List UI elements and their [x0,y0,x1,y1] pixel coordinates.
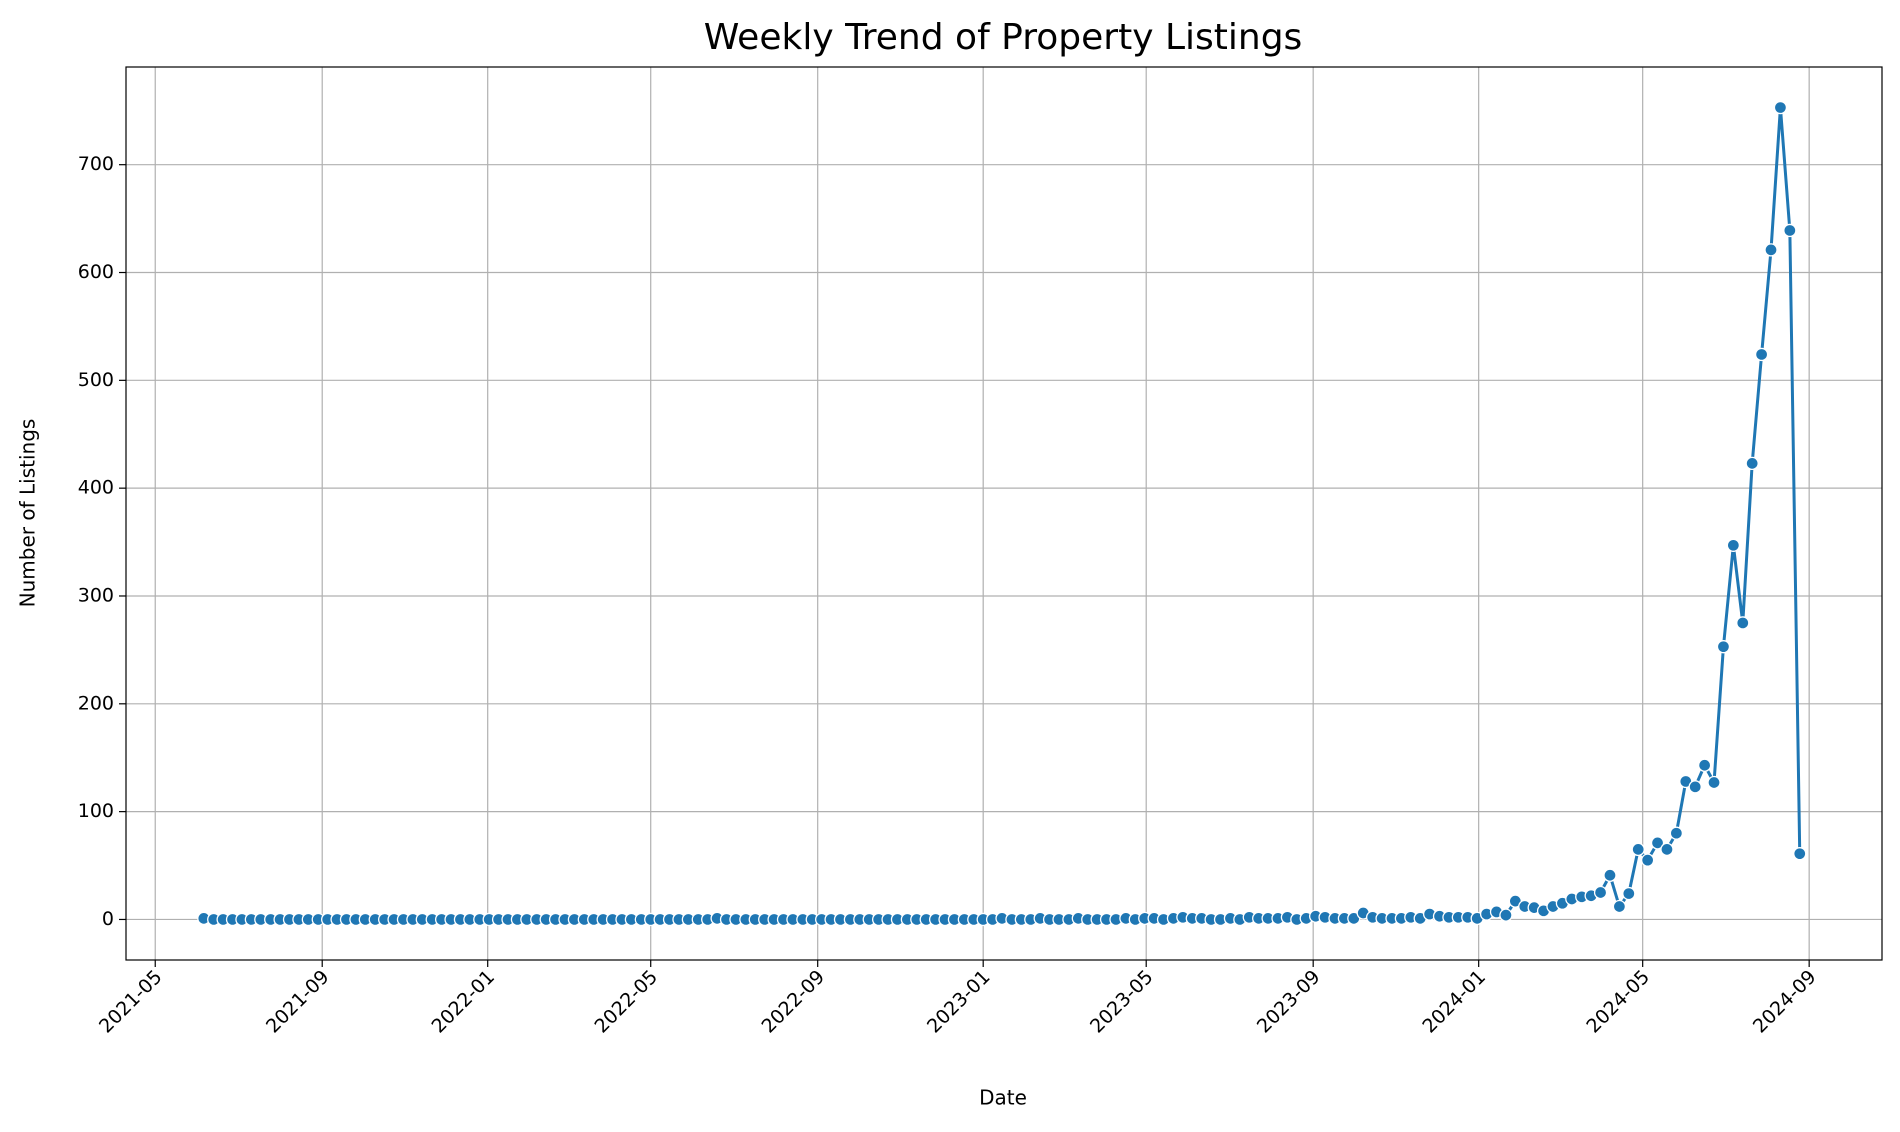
marker [1660,842,1674,857]
y-tick-label: 700 [78,153,114,175]
y-tick-label: 600 [78,261,114,283]
marker [1622,886,1636,901]
x-tick-label: 2024-05 [1582,966,1654,1038]
marker [1736,616,1750,630]
y-tick-label: 300 [78,584,114,606]
marker [1669,826,1684,840]
marker [1707,775,1721,790]
plot-frame [125,66,1883,961]
marker [1726,538,1741,552]
marker [1603,868,1617,882]
marker [1640,853,1655,867]
marker [1745,456,1759,471]
x-tick-label: 2021-05 [95,966,167,1038]
x-tick-label: 2023-09 [1253,966,1325,1038]
x-tick-label: 2023-05 [1086,966,1158,1038]
x-tick-label: 2021-09 [262,966,334,1038]
marker [1499,908,1513,922]
marker [1716,640,1731,654]
y-tick-label: 0 [102,908,114,930]
marker [1650,836,1665,850]
marker [1631,842,1645,857]
y-tick-label: 200 [78,692,114,714]
x-tick-label: 2022-01 [427,966,499,1038]
y-tick-label: 100 [78,800,114,822]
x-tick-label: 2022-05 [590,966,662,1038]
x-tick-label: 2022-09 [757,966,829,1038]
chart-title: Weekly Trend of Property Listings [704,17,1303,58]
y-axis-label: Number of Listings [16,419,40,608]
marker [1783,223,1797,238]
x-tick-label: 2023-01 [923,966,995,1038]
x-axis-label: Date [979,1086,1027,1110]
marker [1754,347,1769,362]
marker [1688,780,1702,794]
marker [1593,885,1608,900]
marker [1612,899,1627,914]
x-tick-label: 2024-09 [1749,966,1821,1038]
marker [1773,100,1788,115]
x-tick-label: 2024-01 [1418,966,1490,1038]
y-tick-label: 500 [78,369,114,391]
y-tick-label: 400 [78,477,114,499]
marker [1697,758,1712,772]
line [203,106,1802,921]
marker [1793,847,1807,861]
marker [1764,243,1778,257]
